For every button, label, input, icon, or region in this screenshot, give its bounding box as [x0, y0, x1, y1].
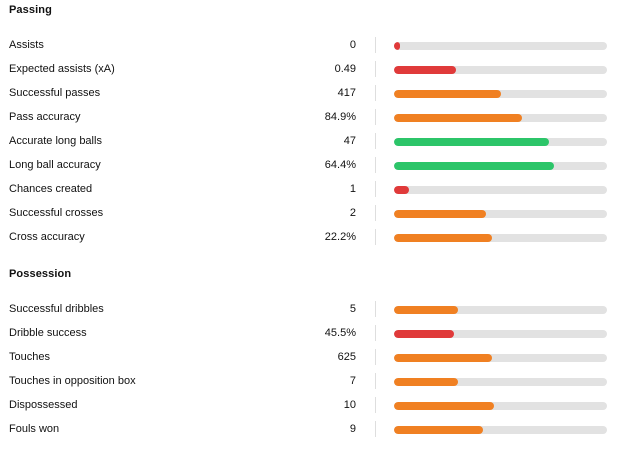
stat-row-chances-created: Chances created 1 [0, 178, 620, 202]
stat-value: 0.49 [334, 63, 356, 75]
stat-bar-fill [394, 426, 484, 434]
stat-bar-fill [394, 378, 458, 386]
stat-divider [375, 133, 376, 149]
stat-row-assists: Assists 0 [0, 34, 620, 58]
stat-label: Touches [9, 351, 50, 363]
stat-label: Pass accuracy [9, 111, 81, 123]
stat-row-fouls-won: Fouls won 9 [0, 418, 620, 442]
stat-value: 1 [349, 183, 356, 195]
stat-divider [375, 205, 376, 221]
stat-row-expected-assists-xa: Expected assists (xA) 0.49 [0, 58, 620, 82]
stat-value: 47 [343, 135, 356, 147]
stat-bar-fill [394, 90, 501, 98]
stat-value: 417 [337, 87, 356, 99]
stat-value: 9 [349, 423, 356, 435]
stat-row-accurate-long-balls: Accurate long balls 47 [0, 130, 620, 154]
stat-bar-fill [394, 402, 495, 410]
stat-label: Dispossessed [9, 399, 78, 411]
stat-bar-track [394, 114, 607, 122]
stat-value: 64.4% [324, 159, 356, 171]
stat-row-pass-accuracy: Pass accuracy 84.9% [0, 106, 620, 130]
stat-bar-track [394, 66, 607, 74]
stat-row-dispossessed: Dispossessed 10 [0, 394, 620, 418]
stat-bar-fill [394, 210, 486, 218]
stat-bar-fill [394, 66, 456, 74]
stat-bar-track [394, 402, 607, 410]
stat-value: 22.2% [324, 231, 356, 243]
stat-value: 10 [343, 399, 356, 411]
stat-divider [375, 373, 376, 389]
stat-bar-track [394, 210, 607, 218]
stat-bar-fill [394, 42, 401, 50]
stat-bar-track [394, 378, 607, 386]
stat-row-successful-passes: Successful passes 417 [0, 82, 620, 106]
stat-bar-track [394, 426, 607, 434]
stat-label: Long ball accuracy [9, 159, 101, 171]
stat-bar-track [394, 306, 607, 314]
stat-value: 0 [349, 39, 356, 51]
stat-divider [375, 85, 376, 101]
stat-bar-track [394, 330, 607, 338]
stat-divider [375, 397, 376, 413]
stat-value: 5 [349, 303, 356, 315]
stat-label: Successful passes [9, 87, 101, 99]
stat-row-long-ball-accuracy: Long ball accuracy 64.4% [0, 154, 620, 178]
stat-label: Chances created [9, 183, 93, 195]
stat-divider [375, 229, 376, 245]
stat-bar-fill [394, 234, 492, 242]
stat-label: Successful dribbles [9, 303, 104, 315]
stat-divider [375, 61, 376, 77]
stat-bar-track [394, 234, 607, 242]
stat-divider [375, 421, 376, 437]
section-title-passing: Passing [9, 4, 52, 16]
stat-label: Accurate long balls [9, 135, 102, 147]
stat-bar-track [394, 354, 607, 362]
stat-value: 625 [337, 351, 356, 363]
stat-label: Successful crosses [9, 207, 104, 219]
stat-label: Assists [9, 39, 44, 51]
stat-label: Touches in opposition box [9, 375, 136, 387]
stat-divider [375, 37, 376, 53]
stat-value: 84.9% [324, 111, 356, 123]
stat-bar-fill [394, 186, 409, 194]
stat-row-successful-dribbles: Successful dribbles 5 [0, 298, 620, 322]
stat-bar-fill [394, 114, 522, 122]
stat-bar-track [394, 186, 607, 194]
stat-divider [375, 109, 376, 125]
stat-bar-track [394, 138, 607, 146]
stat-row-successful-crosses: Successful crosses 2 [0, 202, 620, 226]
stat-bar-track [394, 162, 607, 170]
stat-label: Fouls won [9, 423, 60, 435]
stat-label: Cross accuracy [9, 231, 85, 243]
stat-bar-track [394, 90, 607, 98]
stat-label: Expected assists (xA) [9, 63, 115, 75]
stat-bar-fill [394, 162, 554, 170]
stat-value: 2 [349, 207, 356, 219]
stat-row-cross-accuracy: Cross accuracy 22.2% [0, 226, 620, 250]
stat-row-touches: Touches 625 [0, 346, 620, 370]
stat-bar-fill [394, 138, 550, 146]
stat-row-dribble-success: Dribble success 45.5% [0, 322, 620, 346]
stat-divider [375, 325, 376, 341]
stat-divider [375, 181, 376, 197]
stat-bar-fill [394, 330, 454, 338]
stat-divider [375, 349, 376, 365]
stat-row-touches-in-opposition-box: Touches in opposition box 7 [0, 370, 620, 394]
stat-bar-track [394, 42, 607, 50]
stat-divider [375, 157, 376, 173]
section-title-possession: Possession [9, 268, 72, 280]
stat-divider [375, 301, 376, 317]
stat-value: 45.5% [324, 327, 356, 339]
stat-bar-fill [394, 306, 458, 314]
stat-value: 7 [349, 375, 356, 387]
stat-bar-fill [394, 354, 492, 362]
stat-label: Dribble success [9, 327, 87, 339]
